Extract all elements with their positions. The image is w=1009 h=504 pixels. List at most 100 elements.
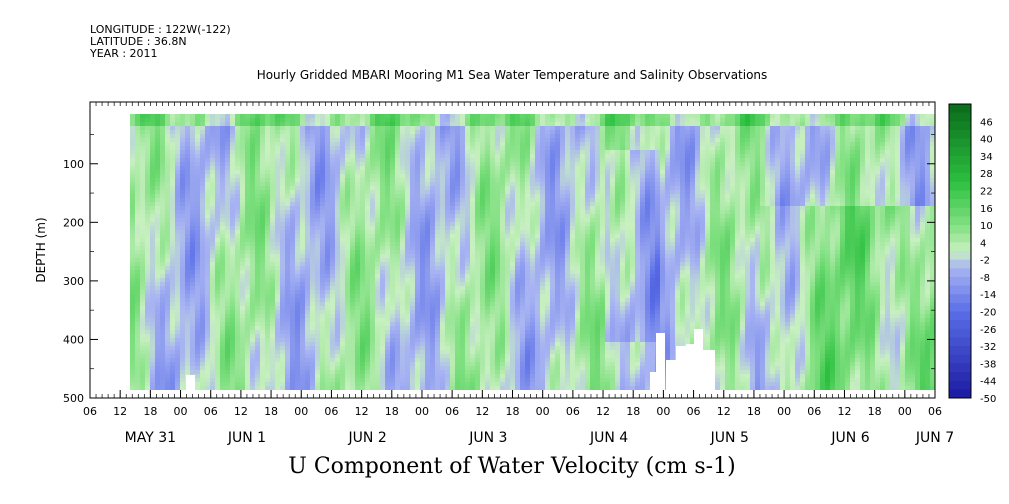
- heatmap-cell: [380, 270, 385, 274]
- heatmap-cell: [325, 118, 330, 122]
- heatmap-cell: [385, 142, 390, 146]
- heatmap-cell: [240, 318, 245, 322]
- heatmap-cell: [330, 362, 335, 366]
- heatmap-cell: [475, 350, 480, 354]
- heatmap-cell: [135, 222, 140, 226]
- heatmap-cell: [300, 262, 305, 266]
- heatmap-cell: [175, 150, 180, 154]
- heatmap-cell: [330, 322, 335, 326]
- heatmap-cell: [135, 382, 140, 386]
- heatmap-cell: [215, 238, 220, 242]
- heatmap-cell: [135, 194, 140, 198]
- heatmap-cell: [315, 274, 320, 278]
- heatmap-cell: [295, 350, 300, 354]
- heatmap-cell: [250, 210, 255, 214]
- heatmap-cell: [340, 122, 345, 126]
- heatmap-cell: [445, 234, 450, 238]
- heatmap-cell: [135, 374, 140, 378]
- heatmap-cell: [330, 366, 335, 370]
- heatmap-cell: [435, 318, 440, 322]
- heatmap-cell: [260, 290, 265, 294]
- heatmap-cell: [245, 202, 250, 206]
- heatmap-cell: [370, 274, 375, 278]
- heatmap-cell: [440, 290, 445, 294]
- heatmap-cell: [345, 234, 350, 238]
- heatmap-cell: [150, 206, 155, 210]
- heatmap-cell: [145, 346, 150, 350]
- heatmap-cell: [460, 346, 465, 350]
- heatmap-cell: [255, 118, 260, 122]
- heatmap-cell: [185, 210, 190, 214]
- heatmap-cell: [445, 222, 450, 226]
- heatmap-cell: [485, 326, 490, 330]
- heatmap-cell: [475, 150, 480, 154]
- heatmap-cell: [340, 154, 345, 158]
- heatmap-cell: [475, 378, 480, 382]
- heatmap-cell: [130, 258, 135, 262]
- heatmap-cell: [480, 350, 485, 354]
- heatmap-cell: [460, 230, 465, 234]
- heatmap-cell: [275, 374, 280, 378]
- heatmap-cell: [385, 266, 390, 270]
- heatmap-cell: [200, 378, 205, 382]
- heatmap-cell: [230, 202, 235, 206]
- heatmap-cell: [270, 162, 275, 166]
- heatmap-cell: [325, 158, 330, 162]
- heatmap-cell: [385, 310, 390, 314]
- heatmap-cell: [335, 298, 340, 302]
- heatmap-cell: [240, 290, 245, 294]
- heatmap-cell: [235, 130, 240, 134]
- heatmap-cell: [140, 350, 145, 354]
- heatmap-cell: [400, 126, 405, 130]
- heatmap-cell: [150, 382, 155, 386]
- heatmap-cell: [450, 270, 455, 274]
- heatmap-cell: [375, 170, 380, 174]
- heatmap-cell: [435, 290, 440, 294]
- heatmap-cell: [170, 134, 175, 138]
- heatmap-cell: [310, 294, 315, 298]
- heatmap-cell: [370, 246, 375, 250]
- heatmap-cell: [265, 186, 270, 190]
- heatmap-cell: [450, 234, 455, 238]
- heatmap-cell: [155, 170, 160, 174]
- heatmap-cell: [145, 226, 150, 230]
- heatmap-cell: [340, 186, 345, 190]
- heatmap-cell: [280, 302, 285, 306]
- heatmap-cell: [230, 118, 235, 122]
- heatmap-cell: [345, 262, 350, 266]
- heatmap-cell: [155, 230, 160, 234]
- heatmap-cell: [445, 194, 450, 198]
- heatmap-cell: [295, 214, 300, 218]
- heatmap-cell: [465, 254, 470, 258]
- heatmap-cell: [140, 382, 145, 386]
- heatmap-cell: [485, 258, 490, 262]
- heatmap-cell: [350, 142, 355, 146]
- heatmap-cell: [390, 334, 395, 338]
- heatmap-cell: [400, 122, 405, 126]
- heatmap-cell: [400, 250, 405, 254]
- heatmap-cell: [270, 198, 275, 202]
- heatmap-cell: [285, 290, 290, 294]
- heatmap-cell: [425, 206, 430, 210]
- heatmap-cell: [405, 230, 410, 234]
- heatmap-cell: [315, 310, 320, 314]
- heatmap-cell: [325, 278, 330, 282]
- heatmap-cell: [450, 274, 455, 278]
- heatmap-cell: [235, 230, 240, 234]
- heatmap-cell: [390, 254, 395, 258]
- heatmap-cell: [455, 210, 460, 214]
- heatmap-cell: [410, 262, 415, 266]
- heatmap-cell: [460, 386, 465, 390]
- heatmap-cell: [430, 114, 435, 118]
- heatmap-cell: [375, 298, 380, 302]
- heatmap-cell: [460, 318, 465, 322]
- heatmap-cell: [280, 310, 285, 314]
- heatmap-cell: [245, 166, 250, 170]
- heatmap-cell: [380, 146, 385, 150]
- heatmap-cell: [265, 354, 270, 358]
- heatmap-cell: [185, 322, 190, 326]
- heatmap-cell: [185, 218, 190, 222]
- heatmap-cell: [455, 158, 460, 162]
- heatmap-cell: [185, 358, 190, 362]
- heatmap-cell: [415, 386, 420, 390]
